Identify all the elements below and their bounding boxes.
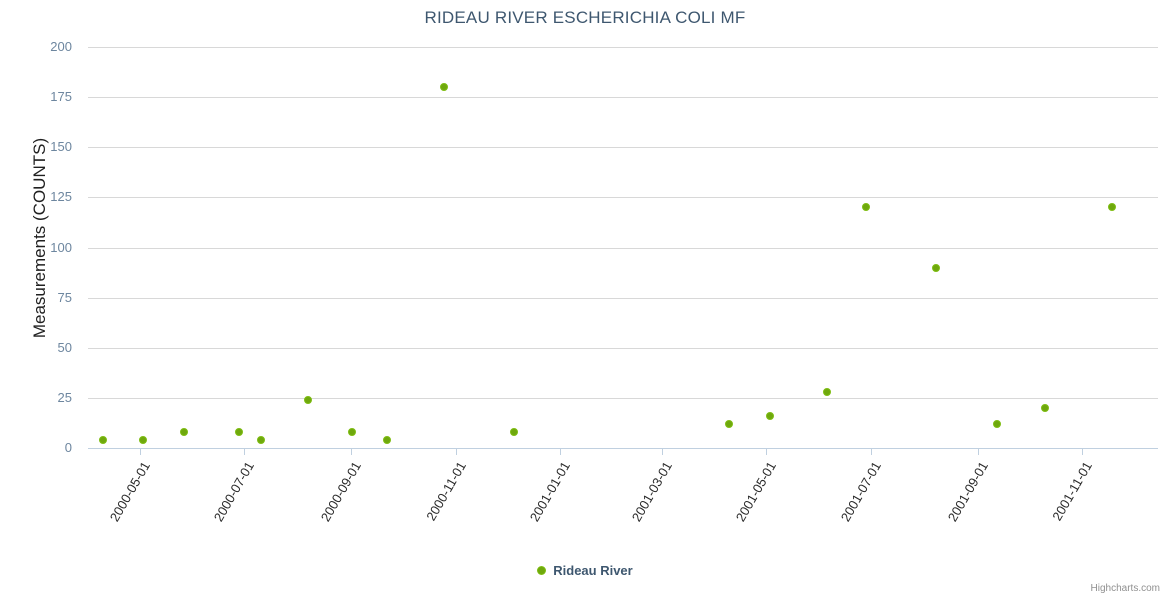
x-axis-line: [88, 448, 1158, 449]
highcharts-credit-link[interactable]: Highcharts.com: [1090, 583, 1160, 594]
legend-item-label: Rideau River: [553, 563, 633, 578]
data-point[interactable]: [932, 263, 941, 272]
x-axis-tick-label: 2000-05-01: [106, 459, 153, 525]
data-point[interactable]: [257, 435, 266, 444]
data-point[interactable]: [303, 395, 312, 404]
y-axis-tick-label: 50: [57, 339, 72, 355]
gridline: [88, 247, 1158, 249]
data-point[interactable]: [765, 411, 774, 420]
x-axis-tick-label: 2001-07-01: [837, 459, 885, 525]
data-point[interactable]: [724, 419, 733, 428]
x-axis-tick-mark: [977, 449, 979, 455]
y-axis-tick-label: 125: [50, 189, 72, 205]
y-axis-tick-label: 175: [50, 89, 72, 105]
gridline: [88, 197, 1158, 199]
x-axis-tick-label: 2001-11-01: [1049, 459, 1096, 524]
gridline: [88, 47, 1158, 48]
data-point[interactable]: [348, 427, 357, 436]
data-point[interactable]: [509, 427, 518, 436]
gridline: [88, 147, 1158, 149]
y-axis-tick-label: 150: [50, 139, 72, 155]
data-point[interactable]: [1107, 203, 1116, 212]
x-axis-tick-mark: [560, 449, 562, 455]
x-axis-tick-mark: [244, 449, 246, 455]
y-axis-tick-label: 100: [50, 239, 72, 255]
data-point[interactable]: [1040, 403, 1049, 412]
x-axis-tick-label: 2000-07-01: [211, 459, 258, 525]
y-axis-tick-label: 75: [57, 289, 72, 305]
x-axis-tick-mark: [1082, 449, 1084, 455]
x-axis-tick-label: 2001-03-01: [628, 459, 675, 525]
data-point[interactable]: [822, 387, 831, 396]
data-point[interactable]: [439, 83, 448, 92]
x-axis-tick-label: 2001-05-01: [733, 459, 780, 525]
legend-item-rideau-river[interactable]: Rideau River: [537, 563, 633, 578]
y-axis-tick-label: 0: [64, 440, 72, 455]
x-axis-tick-mark: [766, 449, 768, 455]
data-point[interactable]: [862, 203, 871, 212]
data-point[interactable]: [235, 427, 244, 436]
x-axis-tick-mark: [350, 449, 352, 455]
x-axis-tick-label: 2000-11-01: [422, 459, 469, 524]
data-point[interactable]: [180, 427, 189, 436]
y-axis-tick-label: 200: [50, 39, 72, 54]
x-axis-tick-mark: [455, 449, 457, 455]
gridline: [88, 97, 1158, 99]
data-point[interactable]: [99, 435, 108, 444]
gridline: [88, 347, 1158, 349]
x-axis-tick-label: 2001-01-01: [527, 459, 574, 525]
x-axis-tick-mark: [139, 449, 141, 455]
gridline: [88, 297, 1158, 299]
data-point[interactable]: [382, 435, 391, 444]
x-axis-tick-mark: [871, 449, 873, 455]
chart-legend: Rideau River: [0, 563, 1170, 578]
y-axis-tick-label: 25: [57, 389, 72, 405]
x-axis-tick-mark: [661, 449, 663, 455]
data-point[interactable]: [992, 419, 1001, 428]
legend-marker-icon: [537, 566, 547, 575]
plot-area: [88, 47, 1158, 448]
x-axis-tick-label: 2001-09-01: [944, 459, 991, 525]
data-point[interactable]: [138, 435, 147, 444]
chart-title: RIDEAU RIVER ESCHERICHIA COLI MF: [424, 8, 746, 27]
gridline: [88, 397, 1158, 399]
x-axis-tick-label: 2000-09-01: [317, 459, 364, 525]
